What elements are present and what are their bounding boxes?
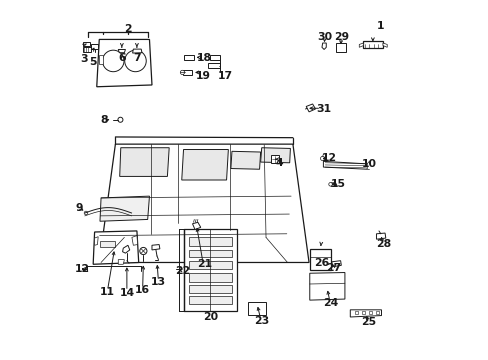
Text: 25: 25	[360, 317, 375, 327]
Polygon shape	[132, 49, 142, 53]
Text: 26: 26	[313, 258, 328, 268]
Text: 23: 23	[254, 316, 269, 325]
Text: 11: 11	[100, 287, 115, 297]
Text: 4: 4	[275, 158, 283, 168]
Bar	[368, 311, 371, 314]
Text: 2: 2	[124, 24, 131, 35]
Polygon shape	[97, 40, 152, 87]
Bar	[82, 47, 90, 52]
Polygon shape	[93, 231, 139, 264]
Circle shape	[84, 211, 88, 215]
Bar	[354, 311, 357, 314]
Polygon shape	[331, 261, 341, 267]
Polygon shape	[359, 43, 363, 47]
Polygon shape	[122, 245, 129, 253]
Bar	[183, 55, 194, 59]
Text: 29: 29	[334, 32, 349, 41]
Text: 20: 20	[203, 312, 218, 322]
Bar	[188, 237, 231, 246]
Text: 30: 30	[317, 32, 332, 41]
Bar	[91, 44, 98, 49]
Text: 12: 12	[322, 153, 337, 163]
Circle shape	[102, 50, 124, 72]
Polygon shape	[349, 310, 381, 317]
Text: 28: 28	[375, 239, 390, 249]
Circle shape	[320, 156, 324, 161]
Polygon shape	[120, 148, 169, 176]
Text: 16: 16	[135, 285, 149, 296]
Bar	[188, 273, 231, 282]
Text: 12: 12	[75, 264, 90, 274]
Text: 13: 13	[151, 277, 165, 287]
Circle shape	[328, 183, 332, 186]
Bar	[362, 311, 364, 314]
Circle shape	[118, 117, 122, 122]
Bar	[188, 285, 231, 293]
Polygon shape	[309, 249, 330, 270]
Text: 14: 14	[119, 288, 134, 298]
Polygon shape	[309, 273, 344, 300]
Text: 15: 15	[330, 179, 345, 189]
Circle shape	[124, 50, 146, 72]
Text: 17: 17	[218, 71, 233, 81]
Bar	[375, 311, 378, 314]
Bar	[335, 43, 345, 51]
Bar	[270, 155, 278, 163]
Text: 8: 8	[100, 115, 107, 125]
Text: 1: 1	[376, 21, 384, 31]
Bar	[83, 41, 90, 46]
Bar	[188, 296, 231, 304]
Bar	[207, 63, 220, 68]
Text: 18: 18	[197, 53, 211, 63]
Polygon shape	[118, 49, 125, 53]
Bar	[99, 55, 102, 64]
Text: 9: 9	[75, 203, 82, 213]
Text: 3: 3	[80, 54, 87, 64]
Polygon shape	[260, 148, 290, 163]
Bar	[247, 302, 266, 315]
Text: 31: 31	[315, 104, 330, 114]
Polygon shape	[382, 43, 386, 47]
Text: 5: 5	[89, 57, 97, 67]
Polygon shape	[230, 151, 260, 169]
Circle shape	[140, 247, 147, 255]
Text: 7: 7	[133, 53, 141, 63]
Text: 22: 22	[175, 266, 190, 276]
Polygon shape	[152, 244, 160, 250]
Bar	[188, 261, 231, 269]
Polygon shape	[330, 183, 336, 186]
Polygon shape	[305, 104, 315, 112]
Polygon shape	[182, 149, 228, 180]
Text: 27: 27	[325, 263, 340, 273]
Polygon shape	[94, 237, 98, 245]
Polygon shape	[323, 161, 366, 169]
Text: 10: 10	[361, 159, 376, 169]
Text: 19: 19	[195, 71, 210, 81]
Bar	[100, 240, 115, 247]
Bar	[188, 249, 231, 257]
Polygon shape	[192, 222, 201, 229]
Text: 21: 21	[196, 259, 211, 269]
Polygon shape	[99, 144, 308, 262]
Bar	[362, 41, 382, 48]
Polygon shape	[183, 229, 236, 311]
Text: 6: 6	[118, 53, 125, 63]
Bar	[183, 70, 192, 75]
Polygon shape	[118, 260, 124, 264]
Polygon shape	[132, 235, 137, 245]
Bar	[209, 55, 220, 59]
Polygon shape	[376, 233, 385, 239]
Polygon shape	[100, 196, 149, 221]
Polygon shape	[321, 43, 325, 49]
Circle shape	[180, 70, 184, 75]
Text: 24: 24	[322, 298, 338, 308]
